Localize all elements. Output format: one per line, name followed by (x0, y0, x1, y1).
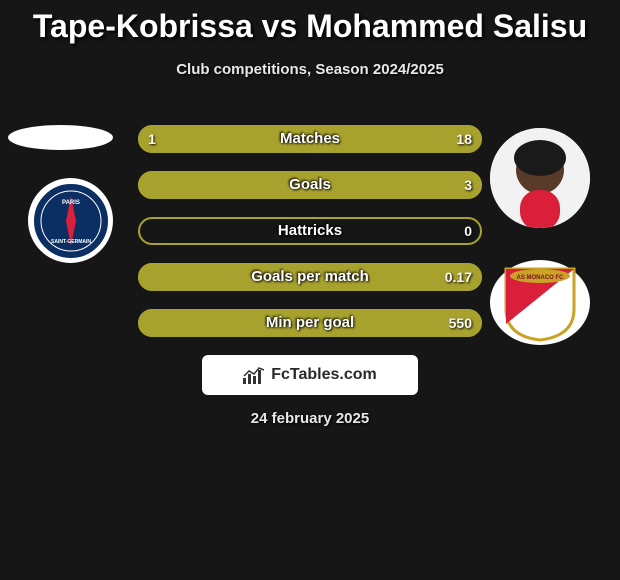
stat-label: Goals (138, 171, 482, 199)
stat-value-right: 0 (464, 217, 472, 245)
svg-text:PARIS: PARIS (62, 200, 80, 206)
branding-text: FcTables.com (271, 366, 377, 384)
vs-text: vs (262, 8, 298, 44)
stat-label: Matches (138, 125, 482, 153)
stat-value-right: 18 (456, 125, 472, 153)
stat-label: Hattricks (138, 217, 482, 245)
svg-text:AS MONACO FC: AS MONACO FC (517, 275, 565, 281)
player2-club-badge: AS MONACO FC (490, 260, 590, 345)
stat-row: Goals3 (138, 171, 482, 199)
stat-row: Matches1 18 (138, 125, 482, 153)
date-text: 24 february 2025 (0, 410, 620, 427)
stat-row: Min per goal550 (138, 309, 482, 337)
comparison-title: Tape-Kobrissa vs Mohammed Salisu (0, 0, 620, 45)
player1-club-badge: PARIS SAINT-GERMAIN (28, 178, 113, 263)
player1-name: Tape-Kobrissa (33, 8, 253, 44)
stat-value-left: 1 (148, 125, 156, 153)
stat-row: Hattricks0 (138, 217, 482, 245)
stat-label: Min per goal (138, 309, 482, 337)
psg-icon: PARIS SAINT-GERMAIN (31, 181, 111, 261)
player2-face-icon (490, 128, 590, 228)
branding-badge: FcTables.com (202, 355, 418, 395)
player2-name: Mohammed Salisu (306, 8, 587, 44)
monaco-icon: AS MONACO FC (501, 264, 579, 342)
player2-avatar (490, 128, 590, 228)
stat-row: Goals per match0.17 (138, 263, 482, 291)
stat-value-right: 0.17 (445, 263, 472, 291)
player1-avatar (8, 125, 113, 150)
stat-label: Goals per match (138, 263, 482, 291)
stat-value-right: 550 (449, 309, 472, 337)
stat-value-right: 3 (464, 171, 472, 199)
subtitle: Club competitions, Season 2024/2025 (0, 61, 620, 78)
chart-icon (243, 366, 265, 384)
stat-bars: Matches1 18 Goals3 Hattricks0 Goals per matc… (138, 125, 482, 355)
svg-text:SAINT-GERMAIN: SAINT-GERMAIN (51, 239, 91, 245)
